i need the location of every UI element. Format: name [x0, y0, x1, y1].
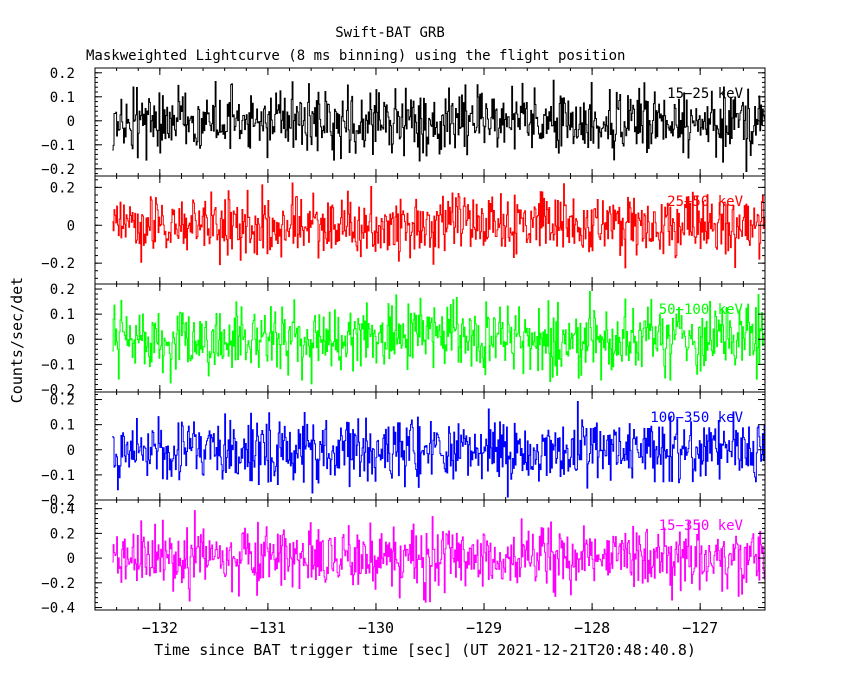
x-tick-label: −132: [142, 619, 178, 637]
panel-3: 50−100 keV −0.2 −0.1 0 0.1 0.2: [41, 282, 766, 398]
y-tick-label: −0.4: [41, 601, 75, 617]
y-tick-label: 0.1: [50, 90, 75, 106]
series-label: 15−25 keV: [667, 86, 743, 102]
y-tick-label: 0.2: [50, 526, 75, 542]
y-tick-label: −0.1: [41, 468, 75, 484]
y-tick-label: −0.2: [41, 493, 75, 509]
panel-5: 15−350 keV −0.4 −0.2 0 0.2 0.4: [41, 499, 766, 617]
series-line: [112, 510, 765, 603]
y-tick-label: −0.2: [41, 256, 75, 272]
y-tick-label: 0.1: [50, 418, 75, 434]
series-label: 100−350 keV: [650, 410, 743, 426]
y-tick-label: 0: [67, 114, 75, 130]
x-tick-label: −127: [682, 619, 718, 637]
y-tick-label: −0.2: [41, 162, 75, 178]
panel-1: 15−25 keV −0.2 −0.1 0 0.1 0.2: [41, 66, 766, 178]
y-tick-label: 0.2: [50, 393, 75, 409]
y-tick-label: 0.2: [50, 282, 75, 298]
y-tick-label: 0: [67, 443, 75, 459]
y-tick-label: −0.2: [41, 576, 75, 592]
panels-group: 15−25 keV −0.2 −0.1 0 0.1 0.2 25−50 keV −0.2 0 0.…: [41, 66, 766, 637]
panel-2: 25−50 keV −0.2 0 0.2: [41, 175, 766, 285]
x-axis-label: Time since BAT trigger time [sec] (UT 20…: [154, 641, 696, 659]
y-tick-label: 0.2: [50, 180, 75, 196]
x-tick-label: −130: [358, 619, 394, 637]
series-line: [112, 79, 765, 173]
series-line: [112, 400, 765, 498]
y-tick-label: 0: [67, 218, 75, 234]
series-line: [112, 290, 765, 385]
y-tick-label: 0: [67, 332, 75, 348]
y-axis-label: Counts/sec/det: [8, 277, 26, 403]
x-tick-label: −129: [466, 619, 502, 637]
series-label: 15−350 keV: [659, 518, 744, 534]
panel-4: 100−350 keV −0.2 −0.1 0 0.1 0.2: [41, 391, 766, 509]
y-tick-label: 0.2: [50, 66, 75, 82]
y-tick-label: −0.1: [41, 357, 75, 373]
y-tick-label: 0: [67, 551, 75, 567]
chart-subtitle: Maskweighted Lightcurve (8 ms binning) u…: [86, 48, 625, 64]
chart-title: Swift-BAT GRB: [335, 25, 445, 41]
x-tick-label: −131: [250, 619, 286, 637]
series-label: 50−100 keV: [659, 302, 744, 318]
x-tick-label: −128: [574, 619, 610, 637]
panel-frame: [94, 499, 766, 611]
y-tick-label: 0.1: [50, 307, 75, 323]
y-tick-label: −0.2: [41, 382, 75, 398]
series-line: [112, 182, 765, 269]
series-label: 25−50 keV: [667, 194, 743, 210]
y-tick-label: −0.1: [41, 138, 75, 154]
y-tick-label: 0.4: [50, 502, 75, 518]
